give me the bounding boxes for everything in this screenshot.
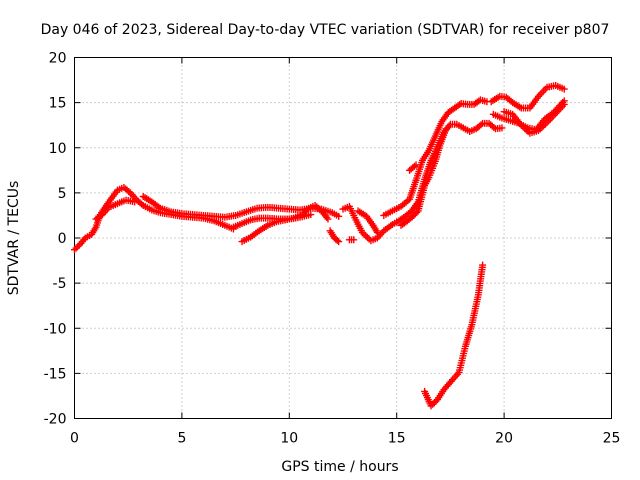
data-point [498,124,506,132]
data-point [125,188,133,196]
data-point [350,236,358,244]
series-track-5 [229,211,315,231]
data-point [324,215,332,223]
y-tick-label: 5 [58,186,67,202]
y-tick-label: -15 [44,366,67,382]
data-point [335,212,343,220]
chart-title: Day 046 of 2023, Sidereal Day-to-day VTE… [41,22,610,38]
data-point [456,101,464,109]
y-tick-label: 10 [49,141,67,157]
series-track-10 [380,96,491,219]
x-tick-label: 10 [280,431,298,447]
data-point [427,402,435,410]
data-point [301,207,309,215]
series-track-16 [500,100,568,137]
series-track-9 [354,207,381,237]
x-tick-label: 25 [603,431,621,447]
data-point [373,229,381,237]
data-point [490,123,498,131]
series-track-12 [406,161,420,174]
x-tick-label: 5 [177,431,186,447]
data-point [335,238,343,246]
data-point [430,399,438,407]
y-tick-label: 0 [58,231,67,247]
data-point [131,198,139,206]
data-point [365,235,373,243]
series-track-14 [487,81,568,112]
axis-ticks: 0 5 10 15 20 25 -20 -15 -10 -5 0 5 10 15 20 [44,51,621,447]
series-track-13 [421,261,487,410]
series-track-7 [339,119,506,245]
data-point [560,85,568,93]
x-axis-label: GPS time / hours [281,459,398,475]
data-point [432,397,440,405]
data-point [410,162,418,170]
data-point [333,236,341,244]
data-point [307,211,315,219]
series-track-3 [139,192,343,221]
data-points [71,81,568,410]
data-point [412,161,420,169]
series-track-8 [345,236,358,244]
x-tick-label: 0 [70,431,79,447]
y-tick-label: -10 [44,321,67,337]
data-point [413,208,421,216]
data-point [442,125,450,133]
data-point [429,400,437,408]
series-track-2 [92,196,139,223]
data-point [138,200,146,208]
x-tick-label: 15 [388,431,406,447]
data-point [71,246,78,254]
data-point [477,121,485,129]
series-track-6 [326,227,343,246]
data-point [74,243,82,251]
x-tick-label: 20 [495,431,513,447]
data-point [75,241,83,249]
y-tick-label: -20 [44,412,67,428]
data-point [560,100,568,108]
series-track-11 [397,125,450,229]
data-point [479,261,487,269]
y-axis-label: SDTVAR / TECUs [6,181,22,296]
data-point [72,244,80,252]
grid-lines [74,57,612,419]
y-tick-label: -5 [53,276,67,292]
data-point [323,213,331,221]
y-tick-label: 15 [49,96,67,112]
y-tick-label: 20 [49,51,67,67]
